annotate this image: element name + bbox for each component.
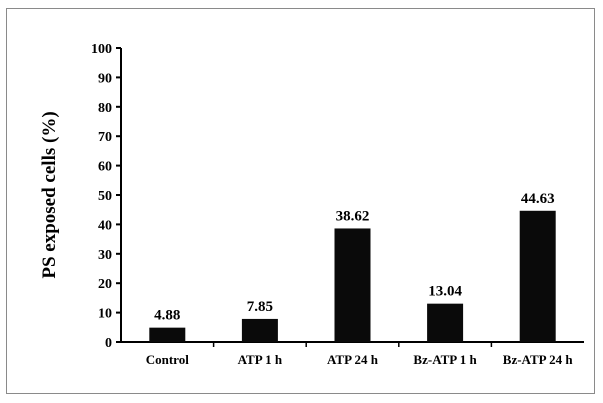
chart-frame: PS exposed cells (%) 0 10 20 30 40 50 60 70 80 90… <box>6 8 595 394</box>
y-axis-title: PS exposed cells (%) <box>39 111 60 278</box>
y-tick-label: 90 <box>98 71 112 86</box>
x-category-label: ATP 24 h <box>327 352 379 367</box>
plot-area: 0 10 20 30 40 50 60 70 80 90 100 4.88 Control 7.85 ATP… <box>91 42 584 367</box>
data-label: 13.04 <box>428 284 462 300</box>
data-label: 44.63 <box>521 191 555 207</box>
y-tick-label: 20 <box>98 277 112 292</box>
x-category-label: Bz-ATP 1 h <box>413 352 477 367</box>
x-category-label: Bz-ATP 24 h <box>503 352 574 367</box>
y-tick-label: 50 <box>98 189 112 204</box>
y-axis-title-group: PS exposed cells (%) <box>39 111 60 278</box>
bar <box>149 327 186 342</box>
y-tick-label: 0 <box>105 336 112 351</box>
bar <box>427 303 464 342</box>
y-tick-label: 80 <box>98 101 112 116</box>
data-label: 7.85 <box>247 299 273 315</box>
y-tick-label: 100 <box>91 42 112 57</box>
y-tick-label: 70 <box>98 130 112 145</box>
bar-chart: PS exposed cells (%) 0 10 20 30 40 50 60 70 80 90… <box>39 42 584 367</box>
bar <box>241 318 278 342</box>
data-label: 38.62 <box>336 208 370 224</box>
bar <box>334 228 371 342</box>
y-tick-label: 60 <box>98 160 112 175</box>
x-category-label: Control <box>146 352 189 367</box>
x-category-label: ATP 1 h <box>238 352 283 367</box>
y-tick-label: 40 <box>98 218 112 233</box>
y-tick-label: 30 <box>98 248 112 263</box>
bar <box>519 210 556 342</box>
y-tick-label: 10 <box>98 307 112 322</box>
data-label: 4.88 <box>154 308 180 324</box>
